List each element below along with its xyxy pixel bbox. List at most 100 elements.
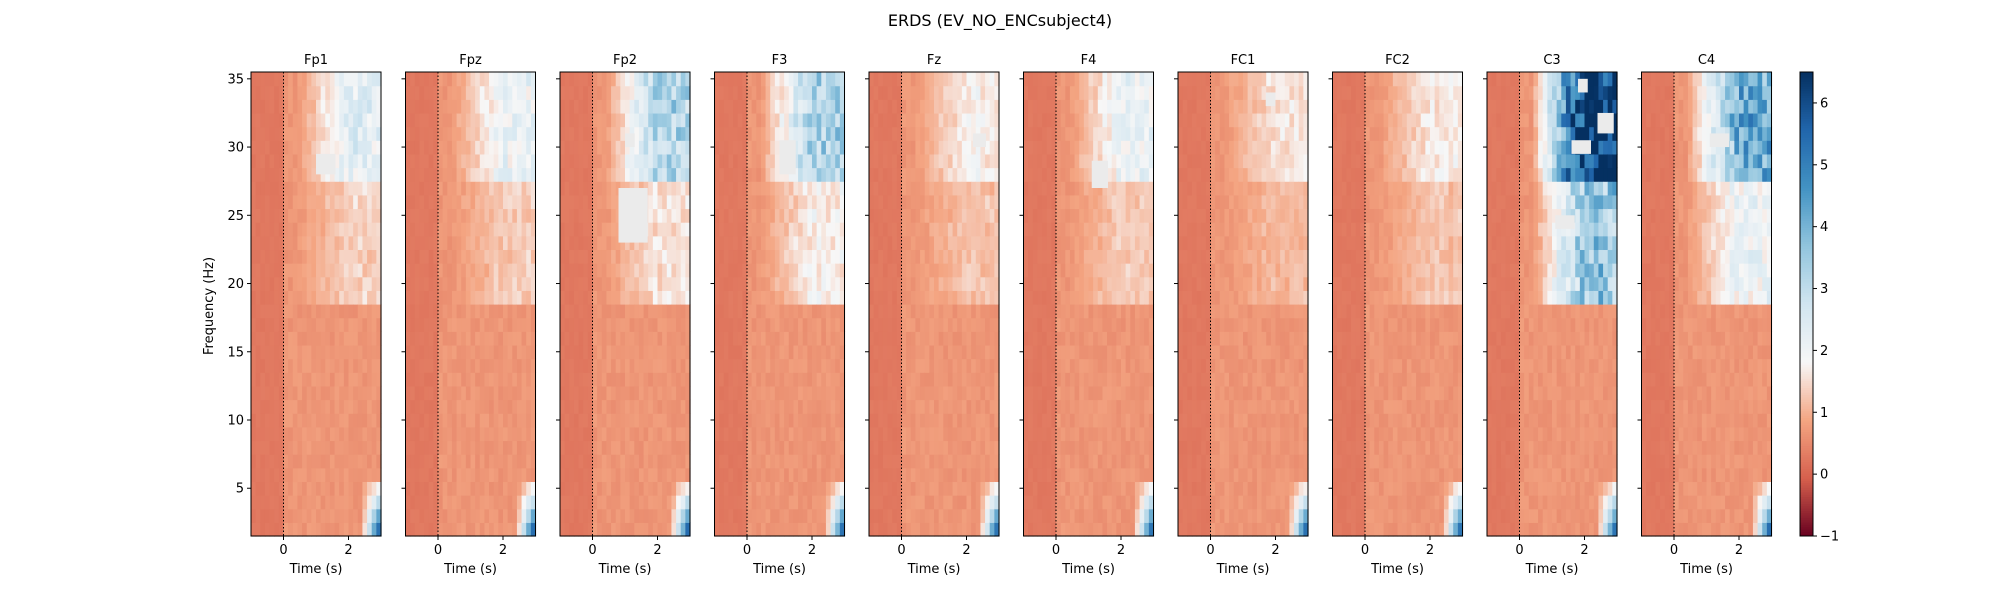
- heatmap-cell: [560, 331, 566, 346]
- heatmap-cell: [882, 194, 889, 210]
- heatmap-cell: [887, 72, 893, 87]
- heatmap-cell: [882, 249, 889, 264]
- heatmap-cell: [793, 344, 799, 360]
- heatmap-cell: [839, 385, 846, 401]
- heatmap-cell: [638, 153, 645, 169]
- heatmap-cell: [985, 467, 991, 483]
- heatmap-cell: [371, 235, 377, 251]
- heatmap-cell: [625, 426, 631, 442]
- heatmap-cell: [278, 385, 285, 401]
- heatmap-cell: [503, 72, 509, 87]
- heatmap-cell: [770, 72, 776, 87]
- heatmap-cell: [756, 508, 762, 523]
- heatmap-cell: [929, 399, 935, 414]
- heatmap-cell: [451, 194, 458, 210]
- heatmap-cell: [493, 126, 499, 141]
- heatmap-cell: [516, 85, 523, 100]
- heatmap-cell: [825, 440, 832, 455]
- heatmap-cell: [985, 112, 991, 128]
- heatmap-cell: [611, 181, 617, 196]
- heatmap-cell: [470, 508, 476, 523]
- heatmap-cell: [424, 481, 430, 496]
- heatmap-cell: [251, 167, 257, 182]
- heatmap-cell: [812, 140, 818, 155]
- heatmap-cell: [530, 481, 537, 496]
- heatmap-cell: [447, 304, 453, 319]
- heatmap-cell: [371, 522, 377, 537]
- heatmap-cell: [652, 85, 659, 100]
- heatmap-cell: [587, 99, 594, 114]
- heatmap-cell: [934, 481, 940, 496]
- heatmap-cell: [343, 181, 350, 196]
- heatmap-cell: [583, 235, 589, 251]
- heatmap-cell: [306, 385, 312, 401]
- heatmap-cell: [498, 194, 504, 210]
- heatmap-cell: [601, 467, 608, 483]
- heatmap-cell: [325, 85, 331, 100]
- heatmap-cell: [1037, 99, 1043, 114]
- heatmap-cell: [915, 112, 921, 128]
- heatmap-cell: [915, 331, 921, 346]
- heatmap-cell: [733, 153, 739, 169]
- heatmap-cell: [869, 235, 875, 251]
- heatmap-cell: [433, 99, 439, 114]
- heatmap-cell: [742, 467, 748, 483]
- heatmap-cell: [587, 522, 594, 537]
- heatmap-cell: [634, 467, 640, 483]
- heatmap-cell: [620, 276, 626, 291]
- heatmap-cell: [821, 304, 827, 319]
- heatmap-cell: [255, 454, 261, 469]
- heatmap-cell: [1023, 413, 1029, 428]
- heatmap-cell: [896, 358, 903, 373]
- heatmap-cell: [526, 495, 532, 510]
- heatmap-cell: [812, 222, 818, 237]
- heatmap-cell: [961, 304, 968, 319]
- heatmap-cell: [985, 413, 991, 428]
- heatmap-cell: [825, 454, 832, 469]
- heatmap-cell: [405, 126, 411, 141]
- heatmap-cell: [920, 508, 926, 523]
- heatmap-cell: [587, 194, 594, 210]
- heatmap-cell: [980, 235, 986, 251]
- heatmap-cell: [260, 235, 266, 251]
- heatmap-cell: [316, 385, 322, 401]
- heatmap-cell: [461, 495, 467, 510]
- heatmap-cell: [573, 413, 580, 428]
- heatmap-cell: [329, 454, 336, 469]
- heatmap-cell: [498, 249, 504, 264]
- heatmap-cell: [966, 385, 972, 401]
- heatmap-cell: [802, 153, 808, 169]
- heatmap-cell: [498, 181, 504, 196]
- heatmap-cell: [652, 426, 659, 442]
- heatmap-cell: [662, 181, 668, 196]
- heatmap-cell: [339, 440, 345, 455]
- heatmap-cell: [839, 304, 846, 319]
- x-tick-label: 2: [499, 543, 507, 558]
- heatmap-cell: [521, 481, 527, 496]
- heatmap-cell: [723, 317, 730, 332]
- heatmap-cell: [896, 317, 903, 332]
- heatmap-cell: [569, 126, 575, 141]
- heatmap-cell: [821, 495, 827, 510]
- heatmap-cell: [943, 344, 949, 360]
- heatmap-cell: [292, 440, 299, 455]
- heatmap-cell: [615, 235, 621, 251]
- heatmap-cell: [920, 72, 926, 87]
- heatmap-cell: [943, 454, 949, 469]
- heatmap-cell: [719, 290, 725, 305]
- heatmap-cell: [560, 317, 566, 332]
- heatmap-cell: [606, 426, 612, 442]
- heatmap-cell: [470, 358, 476, 373]
- heatmap-cell: [503, 290, 509, 305]
- heatmap-cell: [521, 454, 527, 469]
- heatmap-cell: [470, 522, 476, 537]
- heatmap-cell: [887, 263, 893, 278]
- heatmap-cell: [915, 508, 921, 523]
- heatmap-cell: [475, 112, 481, 128]
- heatmap-cell: [447, 153, 453, 169]
- heatmap-cell: [302, 358, 308, 373]
- heatmap-cell: [685, 235, 691, 251]
- heatmap-cell: [569, 222, 575, 237]
- heatmap-cell: [526, 140, 532, 155]
- heatmap-cell: [835, 140, 841, 155]
